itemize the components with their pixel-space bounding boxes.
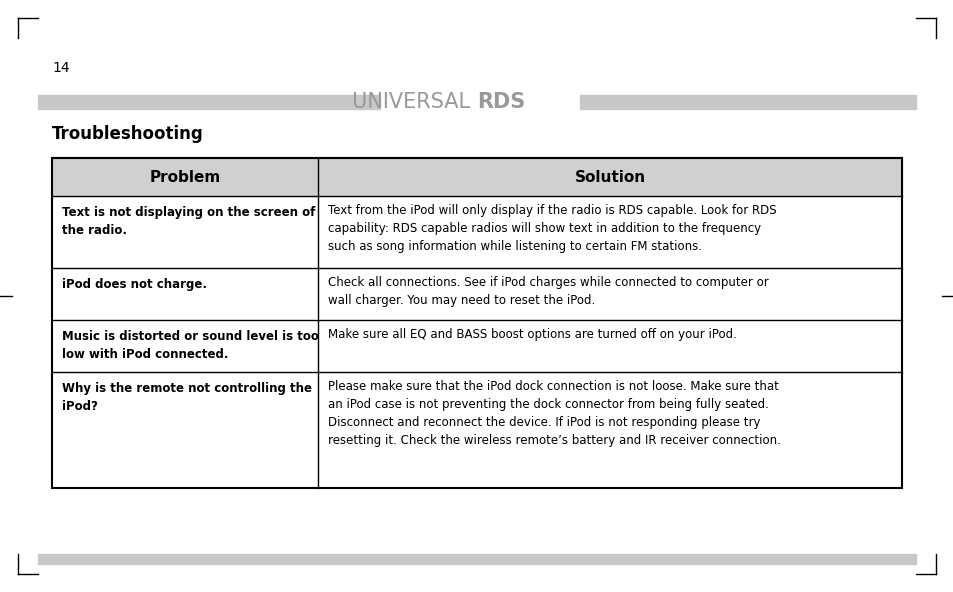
Text: 14: 14 bbox=[52, 61, 70, 75]
Text: Text from the iPod will only display if the radio is RDS capable. Look for RDS
c: Text from the iPod will only display if … bbox=[328, 204, 776, 253]
Text: Problem: Problem bbox=[150, 169, 220, 185]
Text: iPod does not charge.: iPod does not charge. bbox=[62, 278, 207, 291]
Text: UNIVERSAL: UNIVERSAL bbox=[352, 92, 476, 112]
Text: Solution: Solution bbox=[574, 169, 645, 185]
Text: Text is not displaying on the screen of
the radio.: Text is not displaying on the screen of … bbox=[62, 206, 315, 237]
Text: Make sure all EQ and BASS boost options are turned off on your iPod.: Make sure all EQ and BASS boost options … bbox=[328, 328, 736, 341]
Bar bbox=[52, 158, 901, 488]
Text: Please make sure that the iPod dock connection is not loose. Make sure that
an i: Please make sure that the iPod dock conn… bbox=[328, 380, 781, 447]
Text: Music is distorted or sound level is too
low with iPod connected.: Music is distorted or sound level is too… bbox=[62, 330, 318, 361]
Text: Troubleshooting: Troubleshooting bbox=[52, 125, 204, 143]
Text: RDS: RDS bbox=[476, 92, 525, 112]
Text: Check all connections. See if iPod charges while connected to computer or
wall c: Check all connections. See if iPod charg… bbox=[328, 276, 768, 307]
Text: Why is the remote not controlling the
iPod?: Why is the remote not controlling the iP… bbox=[62, 382, 312, 413]
